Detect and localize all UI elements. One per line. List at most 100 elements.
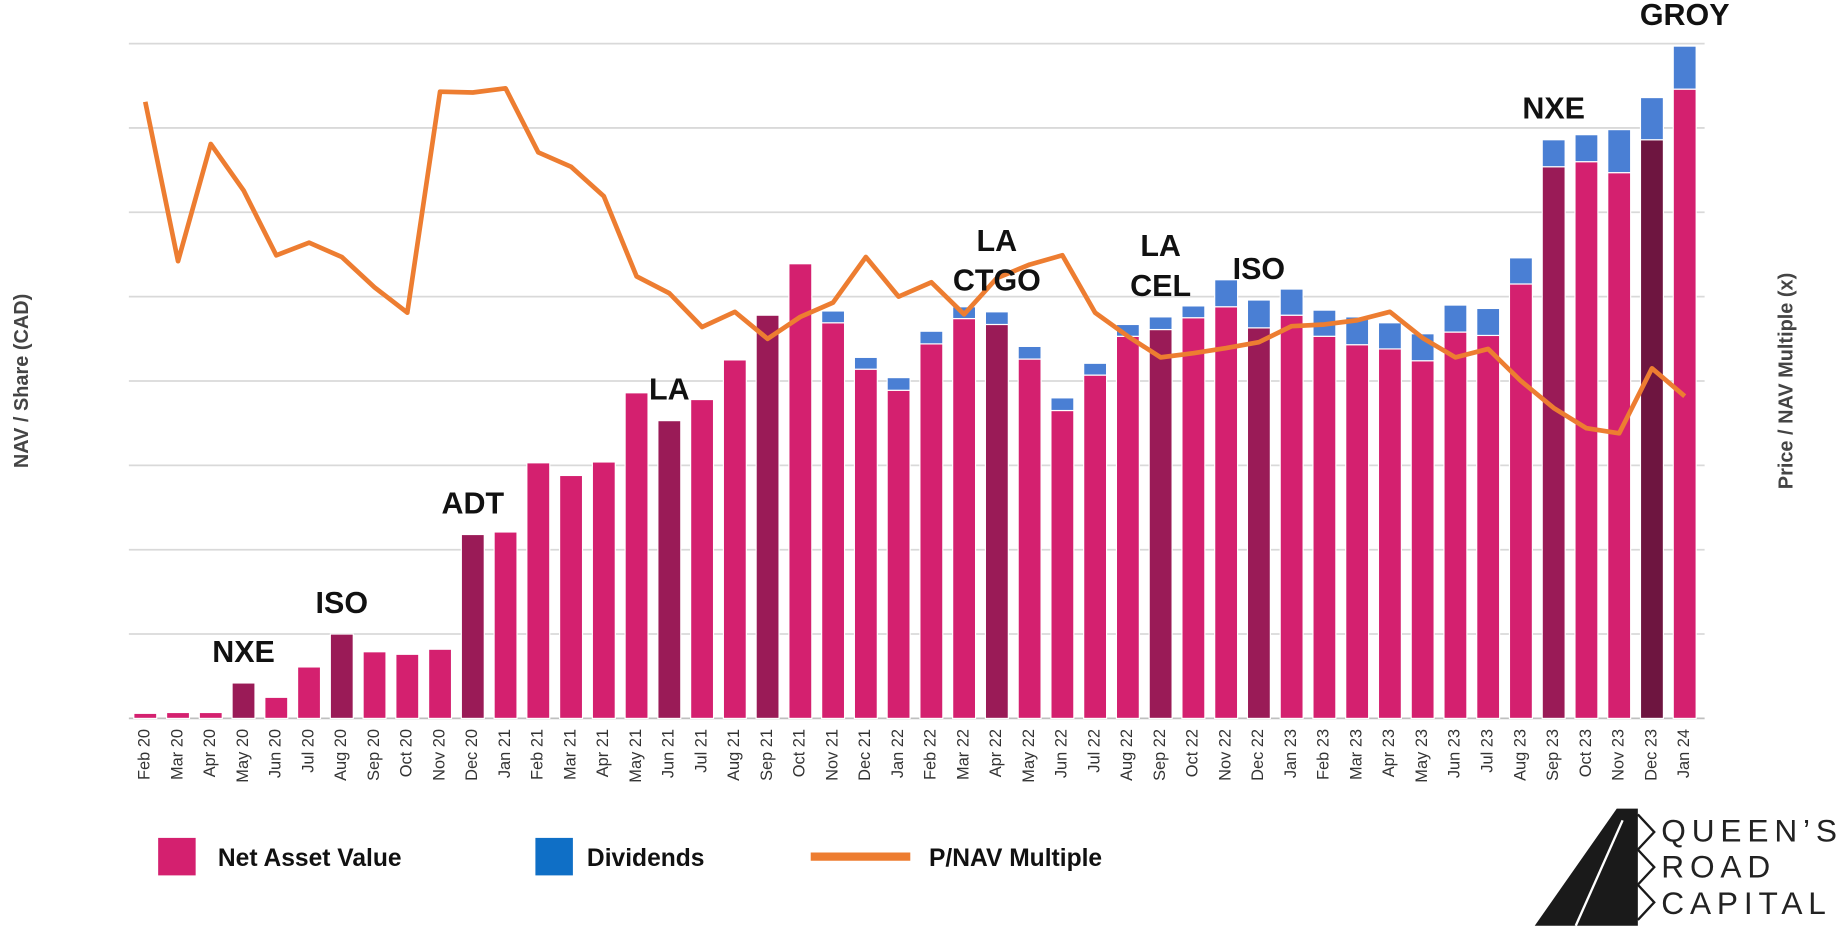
dividend-bar [1574,134,1599,163]
x-tick-label: Jul 22 [1085,729,1103,773]
dividend-bar [919,330,944,345]
nav-bar [919,343,944,719]
x-tick-label: Dec 20 [463,729,481,781]
nav-bar [460,533,485,719]
annotation: GROY [1640,0,1730,32]
x-tick-label: Aug 23 [1511,729,1529,781]
annotation: LA [1140,229,1181,263]
x-tick-label: Oct 20 [398,729,416,777]
y-axis-label: NAV / Share (CAD) [11,294,33,468]
nav-bar [821,322,846,719]
x-tick-label: Nov 22 [1216,729,1234,781]
x-tick-label: Aug 20 [332,729,350,781]
dividend-bar [1345,316,1370,346]
x-tick-label: Sep 20 [365,729,383,781]
dividend-bar [886,377,911,391]
annotation: CTGO [953,264,1041,298]
nav-bar [198,711,223,719]
nav-bar [1574,161,1599,719]
legend-label: Net Asset Value [218,845,402,872]
nav-bar [231,682,256,719]
x-tick-label: Feb 21 [529,729,547,780]
nav-bar [362,651,387,719]
legend-label: Dividends [587,845,705,872]
nav-bar [853,368,878,719]
dividend-bar [1672,45,1697,90]
x-tick-label: Jul 23 [1479,729,1497,773]
nav-bar [1214,306,1239,719]
nav-bar [1115,335,1140,719]
dividend-bar [1181,305,1206,319]
nav-bar [722,359,747,719]
dividend-bar [1443,304,1468,333]
nav-bar [296,666,322,719]
nav-bar [591,461,616,719]
x-tick-label: Mar 22 [954,729,972,780]
nav-bar [952,317,977,719]
x-tick-label: Jul 20 [299,729,317,773]
x-tick-label: Mar 20 [168,729,186,780]
dividend-bar [1476,307,1501,337]
x-tick-label: Jul 21 [692,729,710,773]
x-tick-label: Mar 23 [1347,729,1365,780]
annotation: ISO [316,586,368,620]
logo-text: CAPITAL [1661,885,1831,921]
x-tick-label: Apr 23 [1380,729,1398,777]
x-tick-label: Jun 20 [267,729,285,778]
x-tick-label: Jun 22 [1053,729,1071,778]
x-tick-label: May 20 [234,729,252,783]
dividend-bar [1279,288,1304,316]
x-tick-label: Feb 22 [922,729,940,780]
x-tick-label: Nov 23 [1610,729,1628,781]
dividend-bar [1607,129,1632,174]
logo: QUEEN’S ROAD CAPITAL [1534,808,1837,926]
x-tick-label: Apr 22 [987,729,1005,777]
logo-text: ROAD [1661,849,1776,885]
dividend-bar [1017,345,1042,360]
nav-bar [329,633,354,719]
nav-bar [1148,328,1173,719]
x-tick-label: Apr 21 [594,729,612,777]
dividend-bar [1083,362,1108,376]
nav-bar [1476,334,1501,719]
nav-bar [428,648,453,719]
x-tick-label: Dec 22 [1249,729,1267,781]
nav-bar [559,474,584,719]
nav-bar [657,420,682,719]
nav-bar [1181,317,1206,719]
nav-bar [493,531,518,719]
legend-swatch [158,837,196,876]
legend-label: P/NAV Multiple [929,845,1102,872]
x-tick-label: May 23 [1413,729,1431,783]
x-tick-label: Aug 22 [1118,729,1136,781]
nav-bar [1246,327,1271,719]
x-tick-label: Nov 21 [823,729,841,781]
dividend-bar [1050,397,1075,412]
dividend-bar [1377,322,1402,350]
nav-bar [1607,172,1632,719]
annotation: LA [977,224,1018,258]
dividend-bar [1541,139,1566,168]
x-tick-label: Aug 21 [725,729,743,781]
nav-bar [624,392,649,719]
nav-bar [1410,360,1435,719]
x-tick-label: Jan 23 [1282,729,1300,778]
annotation: NXE [212,635,275,669]
dividend-bar [984,311,1009,326]
logo-text: QUEEN’S [1661,812,1837,848]
annotation: NXE [1522,92,1585,126]
y2-axis-label: Price / NAV Multiple (x) [1775,273,1797,489]
x-tick-label: Dec 21 [856,729,874,781]
nav-bar [1345,344,1370,719]
pnav-line [142,85,1687,436]
x-tick-label: Jan 24 [1675,729,1693,778]
nav-bar [1639,139,1664,719]
x-tick-label: Apr 20 [201,729,219,777]
annotation: ADT [442,486,505,520]
x-tick-label: Nov 20 [430,729,448,781]
x-tick-label: Sep 22 [1151,729,1169,781]
x-tick-label: Oct 23 [1577,729,1595,777]
x-tick-label: Sep 23 [1544,729,1562,781]
nav-bar [1017,358,1042,719]
annotation: CEL [1130,269,1191,303]
